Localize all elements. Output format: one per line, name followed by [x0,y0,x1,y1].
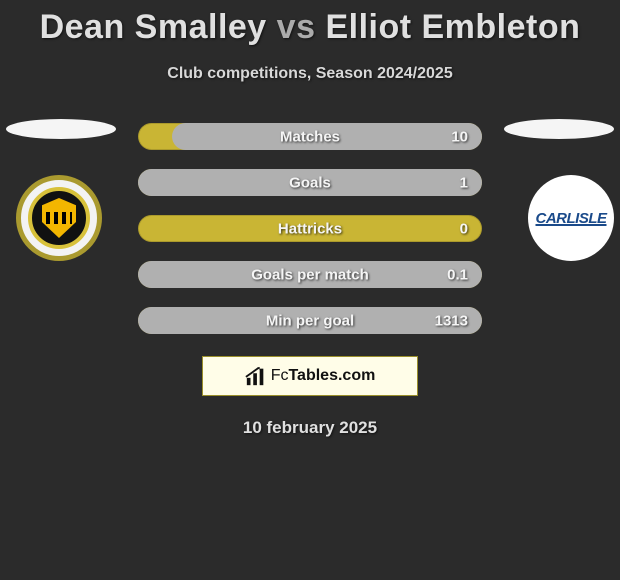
stat-bar: Matches 10 [138,123,482,150]
comparison-title: Dean Smalley vs Elliot Embleton [0,0,620,47]
stat-label: Goals per match [251,266,369,283]
stat-value: 1 [460,174,468,191]
player2-club-badge: CARLISLE [528,175,614,261]
player1-avatar [6,119,116,139]
stat-value: 1313 [435,312,468,329]
stat-label: Min per goal [266,312,354,329]
stat-bar: Hattricks 0 [138,215,482,242]
source-text: FcTables.com [271,367,376,385]
stat-value: 0.1 [447,266,468,283]
content-area: CARLISLE Matches 10 Goals 1 Hattricks 0 Goals … [0,123,620,334]
bar-chart-icon [245,365,267,387]
stat-bars: Matches 10 Goals 1 Hattricks 0 Goals per match… [138,123,482,334]
player2-avatar [504,119,614,139]
subtitle: Club competitions, Season 2024/2025 [0,65,620,83]
carlisle-logo-text: CARLISLE [536,210,607,227]
stat-value: 10 [451,128,468,145]
player1-name: Dean Smalley [40,8,267,46]
stat-label: Hattricks [278,220,342,237]
stat-bar: Goals 1 [138,169,482,196]
vs-separator: vs [277,8,316,46]
stat-value: 0 [460,220,468,237]
shield-icon [28,187,90,249]
stat-bar: Min per goal 1313 [138,307,482,334]
stat-bar: Goals per match 0.1 [138,261,482,288]
player1-club-badge [16,175,102,261]
source-card: FcTables.com [202,356,418,396]
player2-name: Elliot Embleton [325,8,580,46]
stat-label: Goals [289,174,331,191]
stat-label: Matches [280,128,340,145]
snapshot-date: 10 february 2025 [0,418,620,438]
